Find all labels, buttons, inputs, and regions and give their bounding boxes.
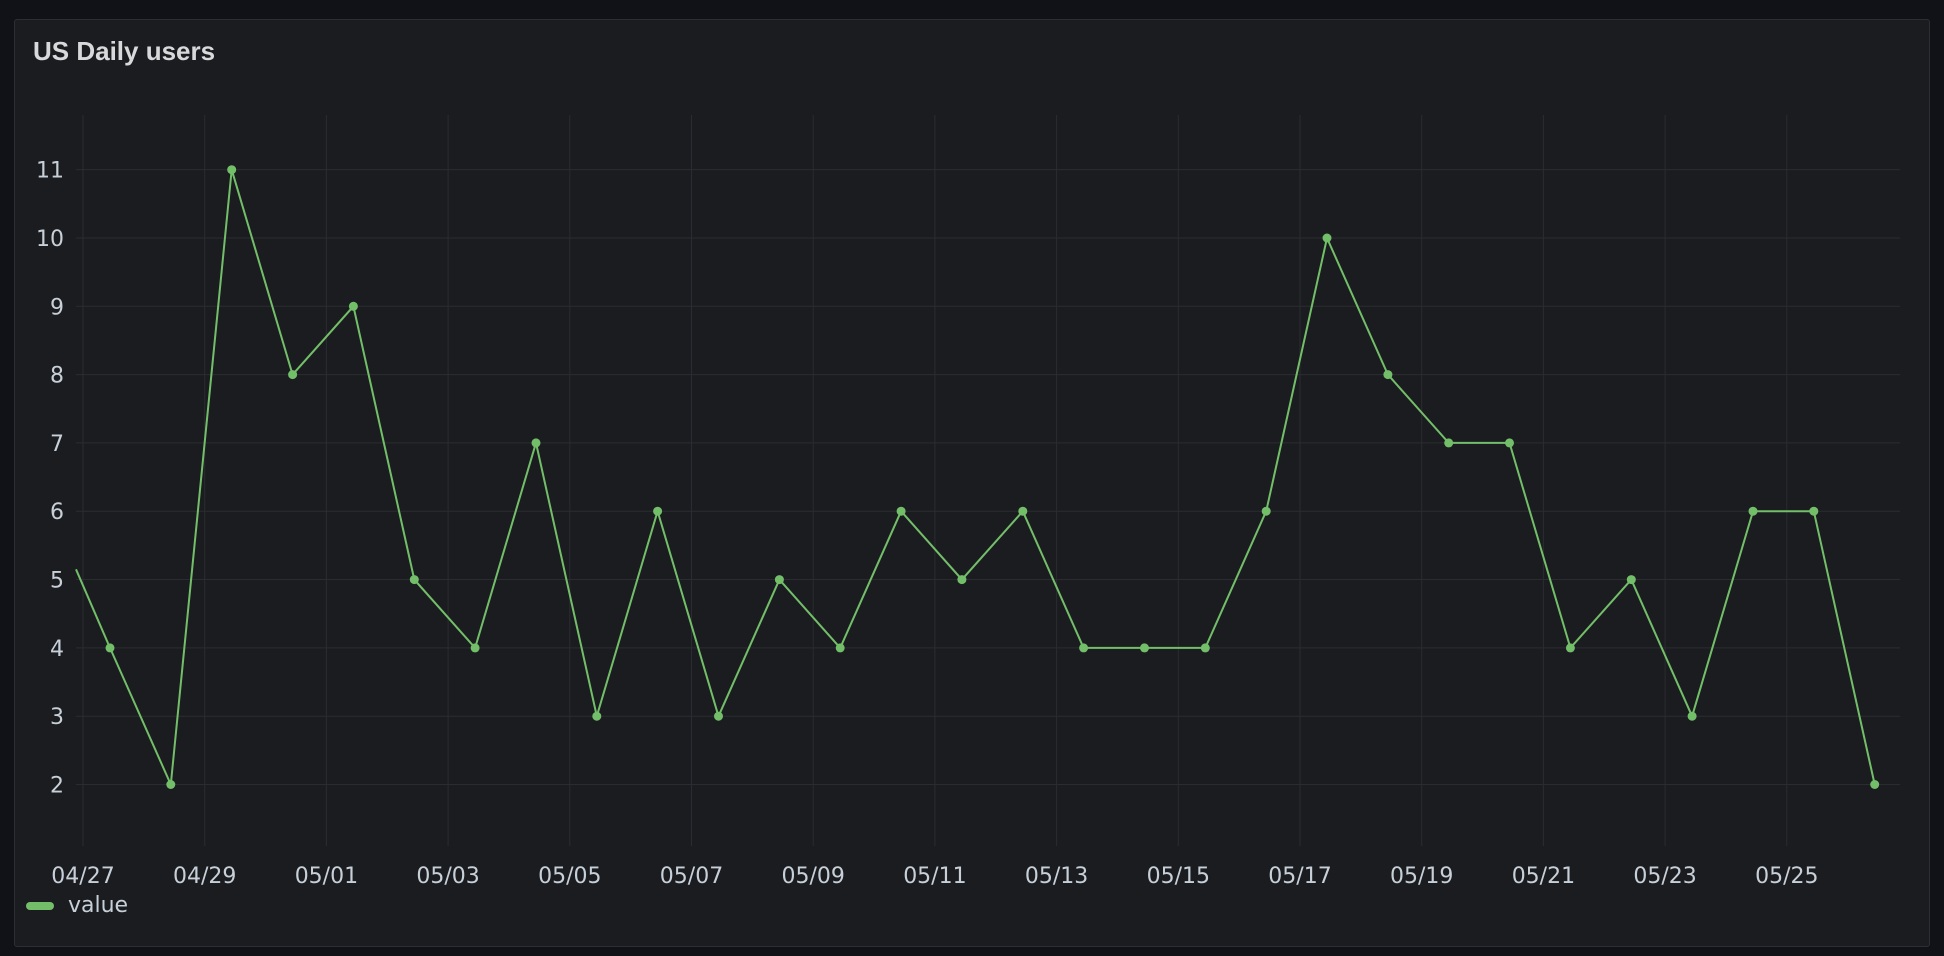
y-tick-label-5: 5 — [50, 569, 64, 594]
y-tick-label-7: 7 — [50, 432, 64, 457]
x-tick-label-05-13: 05/13 — [1025, 864, 1088, 889]
data-point-05-25 — [1809, 506, 1819, 516]
legend-swatch-value — [26, 901, 54, 910]
x-tick-label-05-11: 05/11 — [903, 864, 966, 889]
x-tick-label-05-21: 05/21 — [1512, 864, 1575, 889]
data-point-05-16 — [1261, 506, 1271, 516]
data-point-05-03 — [470, 643, 480, 653]
data-point-04-29 — [227, 165, 237, 175]
data-point-05-12 — [1018, 506, 1028, 516]
x-tick-label-05-15: 05/15 — [1147, 864, 1210, 889]
data-point-05-15 — [1200, 643, 1210, 653]
data-point-05-06 — [653, 506, 663, 516]
data-point-05-07 — [714, 711, 723, 721]
data-point-05-10 — [896, 506, 906, 516]
x-tick-label-05-05: 05/05 — [538, 864, 601, 889]
data-point-05-20 — [1505, 438, 1514, 448]
data-point-05-21 — [1565, 643, 1575, 653]
y-tick-label-4: 4 — [50, 637, 64, 662]
series-line-value — [75, 169, 1876, 789]
x-tick-label-04-27: 04/27 — [51, 864, 114, 889]
y-tick-label-2: 2 — [50, 774, 64, 799]
legend: value — [26, 893, 128, 918]
data-point-05-04 — [531, 438, 541, 448]
x-tick-label-04-29: 04/29 — [173, 864, 236, 889]
data-point-05-01 — [348, 301, 358, 311]
data-point-05-13 — [1079, 643, 1089, 653]
data-point-05-26 — [1870, 780, 1880, 789]
x-tick-label-05-03: 05/03 — [416, 864, 479, 889]
y-tick-label-3: 3 — [50, 705, 64, 730]
data-point-05-09 — [835, 643, 845, 653]
x-tick-label-05-09: 05/09 — [781, 864, 844, 889]
x-tick-label-05-19: 05/19 — [1390, 864, 1453, 889]
y-tick-label-9: 9 — [50, 295, 64, 320]
x-tick-label-05-01: 05/01 — [295, 864, 358, 889]
data-point-05-17 — [1322, 233, 1332, 243]
data-point-05-24 — [1748, 506, 1758, 516]
panel-title: US Daily users — [33, 36, 216, 66]
y-tick-label-8: 8 — [50, 364, 64, 389]
data-point-04-27 — [105, 643, 115, 653]
data-point-05-08 — [774, 575, 784, 585]
x-tick-label-05-25: 05/25 — [1755, 864, 1818, 889]
x-tick-label-05-17: 05/17 — [1268, 864, 1331, 889]
legend-item-value[interactable]: value — [68, 893, 129, 918]
data-point-05-05 — [592, 711, 602, 721]
y-tick-label-10: 10 — [36, 227, 64, 252]
data-point-05-18 — [1383, 370, 1393, 380]
data-point-05-02 — [409, 575, 419, 585]
chart-panel: US Daily users — [14, 19, 1930, 947]
data-point-05-14 — [1140, 643, 1149, 653]
data-point-04-28 — [166, 780, 176, 789]
data-point-05-23 — [1687, 711, 1697, 721]
y-tick-label-6: 6 — [50, 500, 64, 525]
data-point-05-11 — [957, 575, 967, 585]
data-point-05-19 — [1444, 438, 1454, 448]
x-tick-label-05-23: 05/23 — [1633, 864, 1696, 889]
x-tick-label-05-07: 05/07 — [660, 864, 723, 889]
y-tick-label-11: 11 — [36, 159, 64, 184]
data-point-05-22 — [1626, 575, 1636, 585]
data-point-04-30 — [288, 370, 298, 380]
